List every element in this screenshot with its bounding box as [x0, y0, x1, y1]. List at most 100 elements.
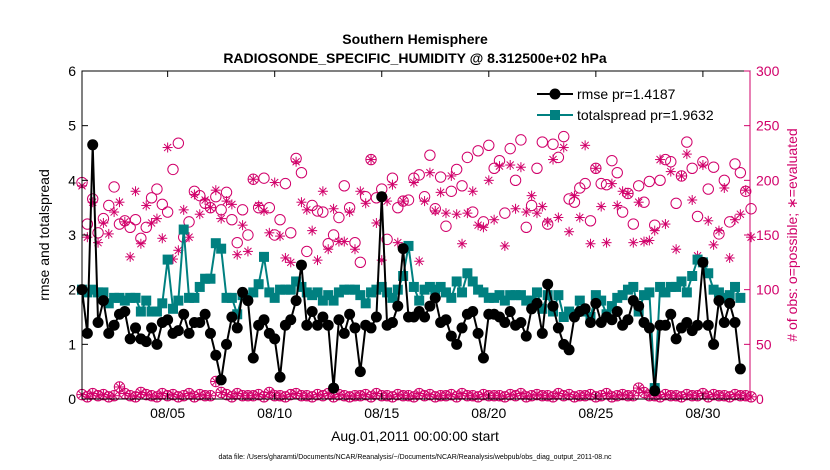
obs-evaluated-bottom-point	[542, 390, 553, 401]
obs-possible-point	[108, 181, 120, 193]
obs-evaluated-point-stroke	[634, 198, 643, 207]
totalspread-point	[167, 303, 178, 314]
rmse-point	[397, 243, 409, 255]
obs-possible-point	[590, 162, 602, 175]
rmse-point	[633, 300, 645, 312]
totalspread-point	[483, 292, 494, 303]
obs-evaluated-point	[135, 238, 146, 249]
data-file-footnote: data file: /Users/gharamti/Documents/NCA…	[218, 454, 612, 461]
rmse-point	[146, 322, 158, 334]
totalspread-point	[446, 292, 457, 303]
obs-evaluated-point	[697, 160, 708, 171]
obs-evaluated-point	[687, 195, 698, 206]
x-tick-label: 08/20	[471, 405, 506, 421]
totalspread-point	[301, 287, 312, 298]
obs-evaluated-bottom-point-stroke	[602, 389, 611, 398]
obs-evaluated-point-stroke	[736, 210, 745, 219]
obs-evaluated-bottom-point-stroke	[586, 390, 595, 399]
obs-evaluated-point	[87, 197, 98, 208]
obs-evaluated-point-stroke	[136, 239, 145, 248]
legend: rmse pr=1.4187 totalspread pr=1.9632	[528, 80, 738, 128]
obs-possible-point	[311, 205, 324, 217]
totalspread-point	[644, 287, 655, 298]
obs-evaluated-point-stroke	[158, 234, 167, 243]
obs-possible-point	[681, 136, 693, 148]
totalspread-point	[317, 295, 328, 306]
rmse-point	[204, 327, 216, 339]
obs-evaluated-point-stroke	[549, 155, 557, 164]
obs-evaluated-point-stroke	[361, 199, 370, 208]
totalspread-point	[713, 287, 724, 298]
obs-evaluated-bottom-point-stroke	[110, 391, 119, 400]
chart-title: Southern Hemisphere	[342, 31, 488, 47]
totalspread-point	[703, 268, 714, 279]
totalspread-point	[349, 284, 360, 295]
obs-evaluated-point	[542, 216, 553, 227]
totalspread-point	[296, 281, 307, 292]
obs-evaluated-point	[531, 208, 542, 219]
obs-evaluated-point-stroke	[110, 208, 119, 216]
obs-evaluated-point	[264, 227, 275, 238]
rmse-point	[237, 286, 249, 298]
rmse-point	[456, 322, 468, 334]
obs-evaluated-point	[569, 190, 580, 201]
obs-evaluated-point-stroke	[715, 226, 723, 235]
rmse-point	[542, 278, 554, 290]
rmse-point	[467, 306, 479, 318]
totalspread-point	[339, 284, 350, 295]
rmse-point	[643, 322, 655, 334]
totalspread-point	[221, 292, 232, 303]
rmse-point	[552, 322, 564, 334]
obs-evaluated-point-stroke	[206, 203, 215, 212]
totalspread-point	[473, 284, 484, 295]
totalspread-point	[178, 224, 189, 235]
totalspread-point	[542, 290, 553, 301]
rmse-point	[611, 306, 623, 318]
obs-possible-point	[285, 227, 297, 239]
obs-evaluated-point-stroke	[554, 213, 563, 222]
obs-possible-point	[691, 210, 704, 223]
obs-possible-point	[504, 142, 516, 155]
obs-possible-point	[616, 206, 629, 218]
obs-evaluated-bottom-point-stroke	[415, 389, 424, 398]
totalspread-point	[87, 284, 98, 295]
obs-evaluated-point-stroke	[372, 219, 381, 227]
totalspread-point	[323, 290, 334, 301]
obs-evaluated-point-stroke	[340, 237, 349, 246]
obs-evaluated-bottom-point	[515, 388, 526, 399]
obs-evaluated-point-stroke	[276, 232, 284, 240]
rmse-point	[419, 311, 431, 323]
obs-evaluated-point-stroke	[302, 205, 311, 214]
obs-evaluated-point	[521, 207, 532, 218]
obs-evaluated-bottom-point-stroke	[265, 388, 274, 397]
obs-evaluated-point	[724, 252, 735, 263]
totalspread-point	[398, 271, 409, 281]
obs-evaluated-point-stroke	[313, 256, 322, 265]
obs-evaluated-point	[189, 189, 200, 200]
obs-possible-point	[654, 174, 666, 187]
obs-evaluated-point	[526, 190, 537, 201]
rmse-point	[349, 322, 361, 334]
obs-evaluated-point-stroke	[656, 155, 664, 164]
obs-evaluated-bottom-point-stroke	[426, 390, 434, 399]
obs-evaluated-point	[344, 207, 355, 218]
obs-possible-point	[317, 206, 329, 218]
obs-evaluated-point	[360, 198, 371, 209]
obs-evaluated-point	[451, 209, 462, 220]
totalspread-point	[162, 254, 173, 265]
obs-evaluated-point-stroke	[420, 197, 429, 205]
obs-evaluated-point-stroke	[147, 219, 156, 227]
obs-evaluated-point	[580, 140, 591, 151]
obs-possible-point	[231, 236, 243, 249]
obs-evaluated-point-stroke	[682, 150, 691, 158]
totalspread-point	[735, 292, 746, 303]
obs-evaluated-point-stroke	[308, 226, 317, 235]
obs-possible-point	[515, 134, 527, 146]
rmse-point	[354, 366, 366, 378]
obs-evaluated-bottom-point-stroke	[442, 391, 450, 400]
obs-possible-point	[145, 192, 158, 204]
totalspread-point	[462, 268, 473, 279]
obs-evaluated-point	[398, 196, 409, 207]
obs-evaluated-point	[548, 154, 559, 165]
rmse-point	[344, 308, 356, 320]
